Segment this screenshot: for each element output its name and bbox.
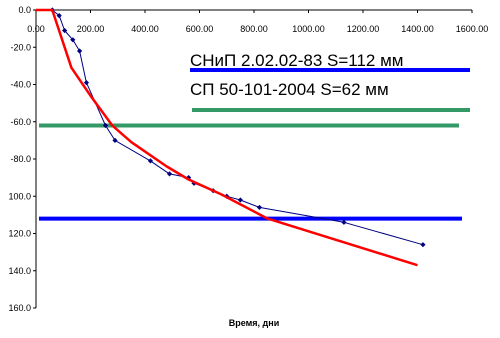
y-tick-label: 0.0	[18, 5, 31, 15]
y-tick-label: -60.0	[10, 117, 31, 127]
legend-label-sp: СП 50-101-2004 S=62 мм	[190, 80, 389, 99]
data-point	[77, 48, 83, 54]
data-point	[341, 219, 347, 225]
y-tick-label: -20.0	[10, 42, 31, 52]
series-line-1	[36, 8, 418, 267]
x-tick-label: 0.00	[27, 24, 45, 34]
data-point	[83, 80, 90, 86]
data-point	[166, 171, 173, 177]
series-line-0	[51, 9, 424, 246]
x-tick-label: 800.00	[240, 24, 268, 34]
x-tick-label: 1000.00	[292, 24, 325, 34]
data-point	[237, 197, 243, 203]
y-tick-label: -80.0	[10, 154, 31, 164]
x-tick-label: 200.00	[77, 24, 105, 34]
y-tick-label: -40.0	[10, 80, 31, 90]
data-point	[256, 204, 263, 211]
data-point	[62, 27, 68, 34]
y-tick-label: 100.0	[8, 191, 31, 201]
data-point	[147, 158, 154, 164]
data-point	[102, 122, 109, 129]
x-tick-label: 600.00	[186, 24, 214, 34]
x-tick-label: 400.00	[131, 24, 159, 34]
legend-label-snip: СНиП 2.02.02-83 S=112 мм	[190, 51, 403, 70]
x-tick-label: 1600.00	[456, 24, 489, 34]
x-axis-label: Время, дни	[229, 318, 279, 328]
y-tick-label: 120.0	[8, 229, 31, 239]
data-point	[70, 37, 76, 43]
data-point	[112, 137, 118, 143]
data-point	[56, 12, 62, 19]
x-tick-label: 1400.00	[401, 24, 434, 34]
x-tick-label: 1200.00	[347, 24, 380, 34]
y-tick-label: 160.0	[8, 303, 31, 313]
y-tick-label: 140.0	[8, 266, 31, 276]
data-point	[420, 242, 426, 248]
